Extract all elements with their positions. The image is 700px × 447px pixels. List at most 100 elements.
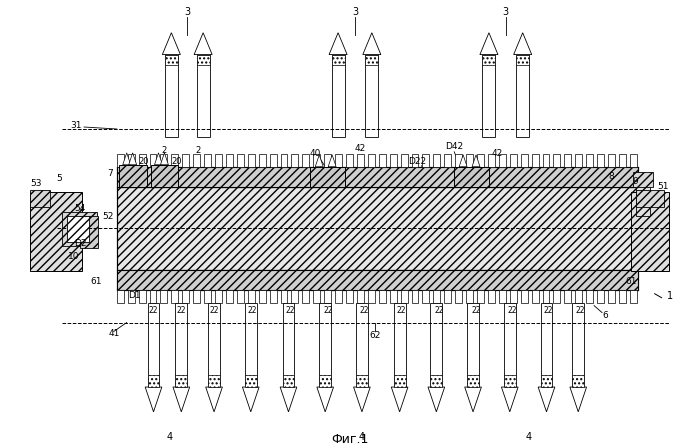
Bar [412, 290, 419, 303]
Bar [319, 375, 331, 387]
Bar [119, 165, 146, 186]
Bar [554, 154, 561, 167]
Bar [586, 290, 593, 303]
Bar [499, 154, 506, 167]
Bar [62, 212, 97, 246]
Bar [422, 290, 429, 303]
Text: 51: 51 [657, 182, 669, 191]
Bar [477, 290, 484, 303]
Bar [259, 290, 266, 303]
Bar [148, 375, 160, 387]
Polygon shape [317, 387, 333, 412]
Bar [444, 290, 452, 303]
Bar [430, 375, 442, 387]
Bar [291, 154, 298, 167]
Bar [477, 154, 484, 167]
Bar [510, 290, 517, 303]
Bar [400, 290, 407, 303]
Bar [204, 290, 211, 303]
Polygon shape [329, 33, 347, 55]
Polygon shape [129, 153, 137, 165]
Polygon shape [206, 387, 223, 412]
Bar [117, 186, 638, 270]
Bar [165, 55, 178, 137]
Bar [633, 172, 652, 186]
Text: 3: 3 [352, 7, 358, 17]
Bar [117, 270, 638, 290]
Bar [165, 55, 178, 64]
Bar [197, 55, 209, 137]
Bar [575, 290, 582, 303]
Bar [160, 290, 167, 303]
Bar [208, 303, 220, 387]
Bar [237, 154, 244, 167]
Text: 54: 54 [75, 204, 86, 213]
Polygon shape [354, 387, 370, 412]
Bar [433, 290, 440, 303]
Text: 22: 22 [508, 306, 517, 315]
Bar [573, 375, 584, 387]
Text: 20: 20 [171, 157, 181, 166]
Bar [564, 290, 571, 303]
Bar [302, 290, 309, 303]
Bar [636, 190, 664, 207]
Bar [368, 154, 374, 167]
Polygon shape [173, 387, 190, 412]
Bar [204, 154, 211, 167]
Text: 52: 52 [102, 212, 113, 221]
Text: 3: 3 [503, 7, 509, 17]
Bar [630, 290, 637, 303]
Bar [608, 290, 615, 303]
Bar [357, 290, 364, 303]
Bar [270, 290, 276, 303]
Text: 8: 8 [608, 172, 614, 181]
Text: D22: D22 [408, 157, 426, 166]
Text: 61: 61 [90, 277, 102, 287]
Bar [139, 154, 146, 167]
Bar [466, 154, 473, 167]
Bar [259, 154, 266, 167]
Bar [324, 290, 331, 303]
Polygon shape [480, 33, 498, 55]
Bar [182, 290, 189, 303]
Bar [531, 290, 538, 303]
Bar [365, 55, 378, 137]
Text: Фиг.1: Фиг.1 [331, 433, 369, 446]
Text: 42: 42 [354, 144, 365, 153]
Bar [310, 167, 345, 186]
Text: 22: 22 [176, 306, 186, 315]
Bar [117, 154, 124, 167]
Polygon shape [363, 33, 381, 55]
Bar [455, 154, 462, 167]
Bar [575, 154, 582, 167]
Bar [482, 55, 496, 137]
Polygon shape [122, 153, 131, 165]
Bar [245, 375, 257, 387]
Bar [390, 154, 397, 167]
Polygon shape [280, 387, 297, 412]
Bar [193, 154, 200, 167]
Bar [175, 375, 188, 387]
Bar [455, 290, 462, 303]
Text: 22: 22 [575, 306, 585, 315]
Bar [356, 303, 368, 387]
Bar [504, 303, 516, 387]
Text: D1: D1 [127, 291, 140, 300]
Text: 22: 22 [397, 306, 407, 315]
Text: 2: 2 [162, 146, 167, 156]
Bar [67, 216, 89, 242]
Bar [510, 154, 517, 167]
Text: 22: 22 [435, 306, 444, 315]
Text: 22: 22 [248, 306, 258, 315]
Bar [314, 290, 320, 303]
Bar [332, 55, 344, 64]
Text: 41: 41 [109, 329, 120, 338]
Bar [467, 375, 479, 387]
Bar [208, 375, 220, 387]
Bar [365, 55, 378, 64]
Text: 61: 61 [625, 277, 636, 287]
Bar [379, 154, 386, 167]
Bar [197, 55, 209, 64]
Polygon shape [501, 387, 518, 412]
Bar [127, 154, 134, 167]
